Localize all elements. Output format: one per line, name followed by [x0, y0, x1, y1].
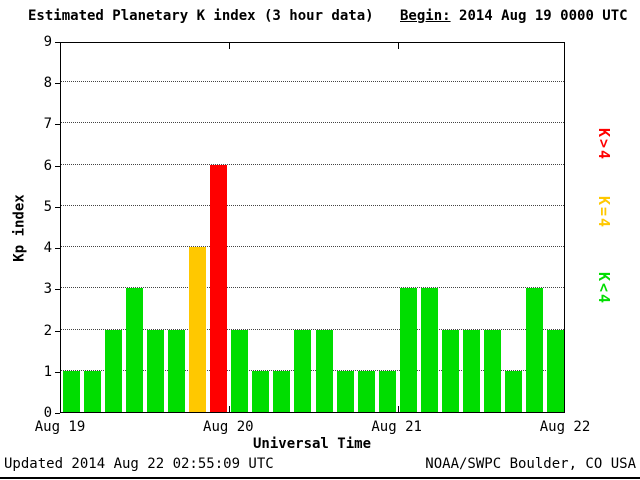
day-boundary-tick	[397, 43, 399, 49]
y-tick-label: 8	[43, 75, 52, 92]
gridline	[61, 328, 564, 330]
legend-k-gt-4: K>4	[595, 128, 613, 162]
gridline	[61, 81, 564, 83]
kp-bar	[420, 288, 438, 412]
y-tick-label: 0	[43, 405, 52, 421]
kp-bar	[336, 370, 354, 412]
gridline	[61, 163, 564, 165]
kp-bar	[105, 329, 123, 412]
kp-bar	[399, 288, 417, 412]
y-tick-label: 1	[43, 363, 52, 380]
day-boundary-tick	[229, 406, 231, 412]
kp-bar	[315, 329, 333, 412]
kp-bar	[126, 288, 144, 412]
legend-k-eq-4: K=4	[595, 196, 613, 230]
kp-bar	[231, 329, 249, 412]
y-axis-title: Kp index	[11, 194, 28, 262]
kp-bar	[525, 288, 543, 412]
y-tick-label: 2	[43, 322, 52, 339]
kp-bar	[147, 329, 165, 412]
y-tick-label: 5	[43, 198, 52, 215]
bottom-divider	[0, 477, 640, 479]
y-tick-mark	[55, 165, 60, 167]
y-tick-label: 4	[43, 240, 52, 257]
kp-bar	[168, 329, 186, 412]
y-tick-label: 9	[43, 34, 52, 50]
kp-bar	[357, 370, 375, 412]
gridline	[61, 204, 564, 206]
x-tick-label: Aug 19	[34, 419, 86, 435]
gridline	[61, 246, 564, 248]
y-tick-mark	[55, 83, 60, 85]
begin-timestamp: Begin: 2014 Aug 19 0000 UTC	[400, 8, 628, 24]
y-tick-mark	[55, 330, 60, 332]
kp-bar	[546, 329, 564, 412]
y-tick-mark	[55, 413, 60, 414]
kp-bar	[252, 370, 270, 412]
x-tick-label: Aug 22	[539, 419, 591, 435]
day-boundary-tick	[397, 406, 399, 412]
y-tick-mark	[55, 124, 60, 126]
y-tick-mark	[55, 42, 60, 43]
kp-bar	[189, 247, 207, 412]
y-tick-mark	[55, 206, 60, 208]
begin-label: Begin:	[400, 8, 451, 24]
gridline	[61, 122, 564, 124]
updated-text: Updated 2014 Aug 22 02:55:09 UTC	[4, 456, 274, 472]
begin-value: 2014 Aug 19 0000 UTC	[459, 8, 628, 24]
y-tick-mark	[55, 248, 60, 250]
y-tick-label: 6	[43, 157, 52, 174]
x-axis-title: Universal Time	[252, 436, 372, 452]
plot-area	[60, 42, 565, 413]
chart-title: Estimated Planetary K index (3 hour data…	[28, 8, 374, 24]
credit-text: NOAA/SWPC Boulder, CO USA	[425, 456, 636, 472]
y-tick-mark	[55, 371, 60, 373]
y-tick-mark	[55, 289, 60, 291]
kp-bar	[483, 329, 501, 412]
kp-bar	[441, 329, 459, 412]
kp-bar	[462, 329, 480, 412]
kp-bar	[273, 370, 291, 412]
kp-bar	[294, 329, 312, 412]
y-tick-label: 3	[43, 281, 52, 298]
y-tick-label: 7	[43, 116, 52, 133]
gridline	[61, 287, 564, 289]
gridline	[61, 369, 564, 371]
kp-bar	[378, 370, 396, 412]
kp-bar	[84, 370, 102, 412]
day-boundary-tick	[229, 43, 231, 49]
legend-k-lt-4: K<4	[595, 272, 613, 306]
kp-bar	[210, 164, 228, 412]
kp-bar	[63, 370, 81, 412]
x-tick-label: Aug 20	[203, 419, 254, 435]
kp-bar	[504, 370, 522, 412]
x-tick-label: Aug 21	[371, 419, 422, 435]
